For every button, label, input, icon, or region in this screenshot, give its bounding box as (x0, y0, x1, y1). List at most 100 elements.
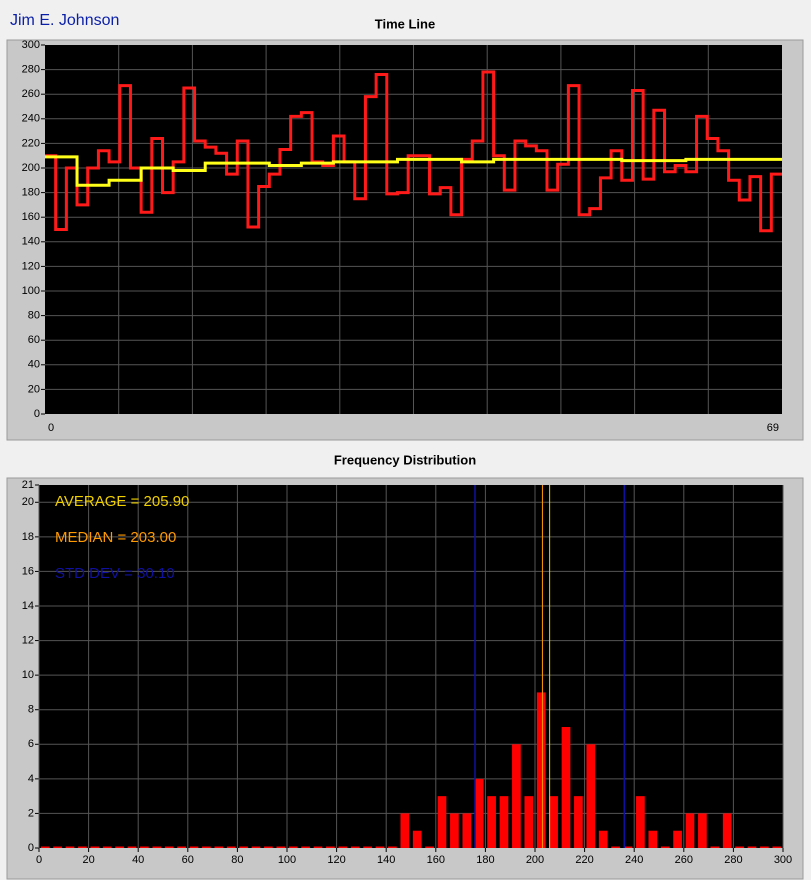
bar (474, 778, 484, 848)
bar (574, 796, 583, 848)
bar (102, 846, 112, 848)
bar (375, 846, 385, 848)
y-tick-label: 12 (22, 634, 34, 646)
chart-title: Time Line (375, 16, 435, 31)
bar (412, 830, 422, 848)
y-tick-label: 10 (22, 669, 34, 681)
y-tick-label: 240 (22, 113, 40, 125)
bar (648, 830, 658, 848)
y-tick-label: 16 (22, 565, 34, 577)
bar (722, 813, 732, 848)
series-line (45, 70, 782, 233)
bar (53, 846, 62, 848)
y-tick-label: 220 (22, 137, 40, 149)
bar (536, 692, 546, 848)
y-tick-label: 20 (28, 383, 40, 395)
y-tick-label: 14 (22, 600, 34, 612)
bar (561, 727, 571, 848)
bar (326, 846, 335, 848)
bar (462, 813, 472, 848)
bar (499, 796, 509, 848)
bar (660, 846, 670, 848)
x-tick-label: 280 (724, 854, 742, 866)
stat-label: AVERAGE = 205.90 (55, 493, 189, 510)
x-tick-label: 200 (526, 854, 544, 866)
bar (598, 830, 608, 848)
y-tick-label: 8 (28, 704, 34, 716)
bar (152, 846, 162, 848)
bar (288, 846, 298, 848)
y-tick-label: 21 (22, 479, 34, 491)
bar (301, 846, 310, 848)
y-tick-label: 100 (22, 285, 40, 297)
x-tick-label: 220 (575, 854, 593, 866)
y-tick-label: 260 (22, 88, 40, 100)
bar (40, 846, 50, 848)
bar (276, 846, 286, 848)
bar (698, 813, 707, 848)
x-tick-label: 140 (377, 854, 395, 866)
bar (437, 796, 447, 848)
bar (710, 846, 720, 848)
y-tick-label: 280 (22, 64, 40, 76)
bar (239, 846, 248, 848)
bar (65, 846, 75, 848)
x-tick-label: 260 (675, 854, 693, 866)
x-tick-label: 100 (278, 854, 296, 866)
bar (636, 796, 645, 848)
bar (450, 813, 459, 848)
x-tick-label: 60 (182, 854, 194, 866)
bar (747, 846, 757, 848)
bar (350, 846, 360, 848)
y-tick-label: 18 (22, 531, 34, 543)
bar (363, 846, 372, 848)
bar (189, 846, 199, 848)
stat-label: MEDIAN = 203.00 (55, 529, 176, 546)
bar (549, 796, 558, 848)
y-tick-label: 0 (34, 408, 40, 420)
bar (164, 846, 174, 848)
stat-label: STD DEV = 30.10 (55, 565, 175, 582)
x-tick-label: 20 (82, 854, 94, 866)
bar (623, 846, 633, 848)
x-tick-label: 0 (48, 422, 54, 434)
y-tick-label: 300 (22, 39, 40, 51)
x-tick-label: 0 (36, 854, 42, 866)
y-tick-label: 20 (22, 496, 34, 508)
y-tick-label: 60 (28, 334, 40, 346)
y-tick-label: 200 (22, 162, 40, 174)
bar (772, 846, 782, 848)
x-tick-label: 160 (427, 854, 445, 866)
bar (586, 744, 596, 848)
y-tick-label: 2 (28, 807, 34, 819)
x-tick-label: 69 (767, 422, 779, 434)
bar (226, 846, 236, 848)
x-tick-label: 120 (327, 854, 345, 866)
y-tick-label: 120 (22, 260, 40, 272)
bar (264, 846, 273, 848)
bar (214, 846, 224, 848)
bar (388, 846, 397, 848)
y-tick-label: 6 (28, 738, 34, 750)
bar (177, 846, 186, 848)
bar (487, 796, 496, 848)
bar (78, 846, 87, 848)
bar (251, 846, 261, 848)
bar (400, 813, 410, 848)
bar (512, 744, 521, 848)
bar (127, 846, 137, 848)
x-tick-label: 40 (132, 854, 144, 866)
bar (685, 813, 695, 848)
bar (673, 830, 682, 848)
bar (425, 846, 434, 848)
y-tick-label: 40 (28, 359, 40, 371)
bar (760, 846, 769, 848)
y-tick-label: 0 (28, 842, 34, 854)
user-name: Jim E. Johnson (10, 12, 119, 29)
y-tick-label: 160 (22, 211, 40, 223)
bar (524, 796, 534, 848)
y-tick-label: 180 (22, 187, 40, 199)
x-tick-label: 300 (774, 854, 792, 866)
